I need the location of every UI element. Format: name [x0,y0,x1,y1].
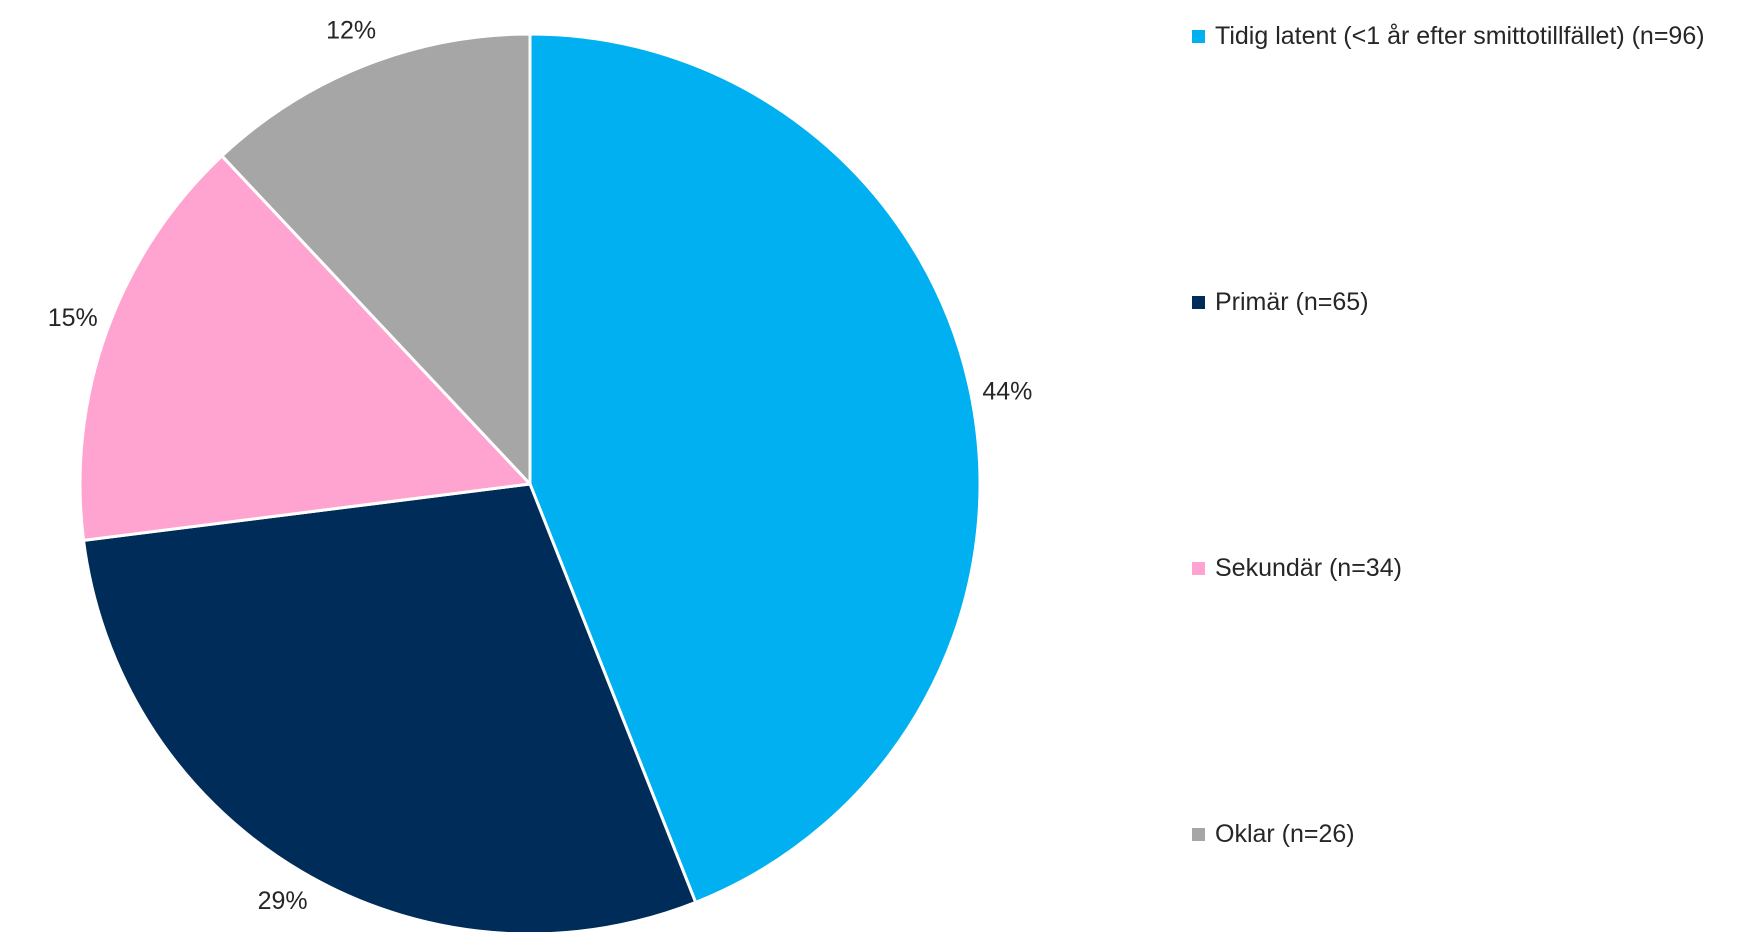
legend-label: Sekundär (n=34) [1215,554,1402,582]
legend-swatch [1192,296,1205,309]
legend-label: Tidig latent (<1 år efter smittotillfäll… [1215,22,1705,50]
chart: 44% 29% 15% 12% [48,17,1032,932]
legend-entry: Oklar (n=26) [1192,818,1732,850]
data-label: 15% [48,304,98,332]
pie-slice [220,32,532,486]
pie-slice [82,482,698,932]
legend-label: Oklar (n=26) [1215,820,1355,848]
legend-entry: Sekundär (n=34) [1192,552,1732,584]
legend-swatch [1192,30,1205,43]
data-label: 29% [258,887,308,915]
pie-slice [528,32,982,904]
data-label: 44% [982,378,1032,406]
legend-entry: Primär (n=65) [1192,286,1732,318]
legend-swatch [1192,562,1205,575]
legend-entry: Tidig latent (<1 år efter smittotillfäll… [1192,20,1732,52]
pie-slice [78,154,532,542]
legend-swatch [1192,828,1205,841]
data-label: 12% [326,17,376,45]
legend-label: Primär (n=65) [1215,288,1369,316]
legend: Tidig latent (<1 år efter smittotillfäll… [1192,0,1732,932]
